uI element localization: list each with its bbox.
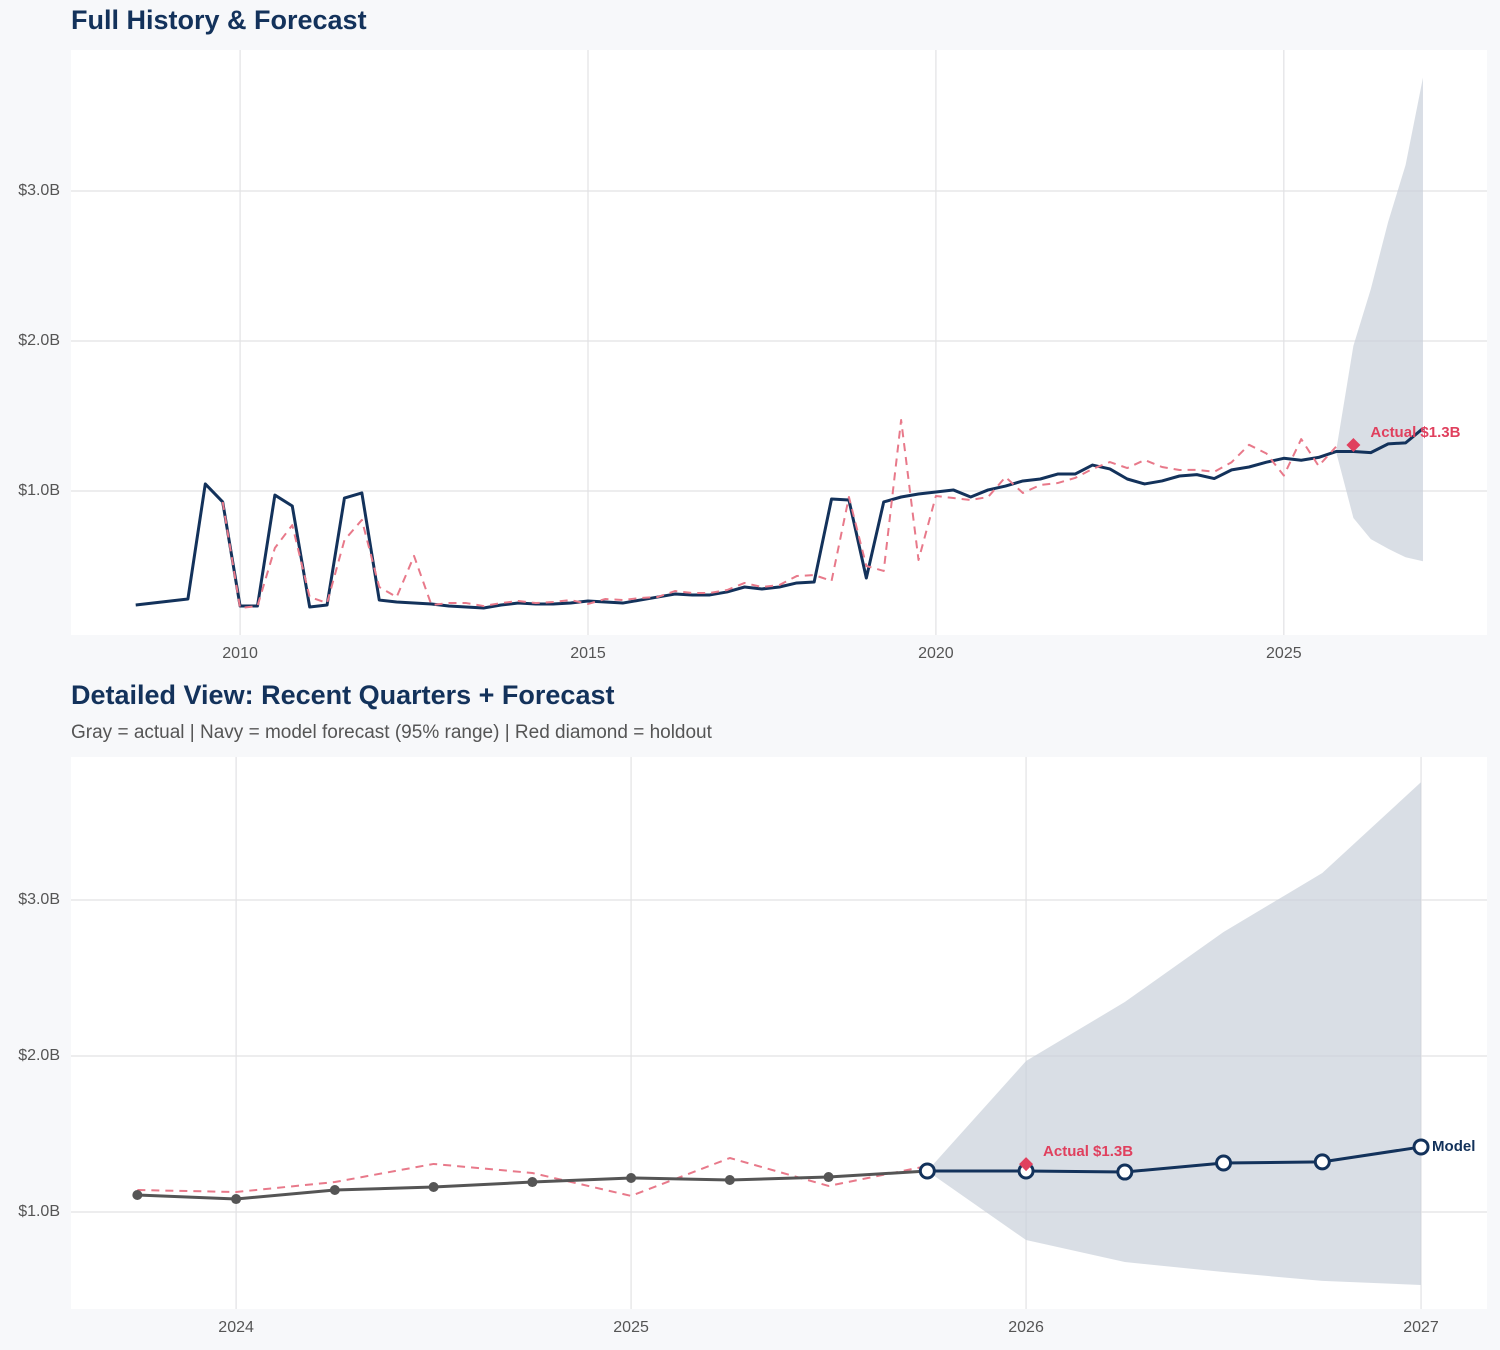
data-point — [231, 1194, 242, 1205]
y-tick-label: $2.0B — [18, 332, 60, 349]
x-tick-label: 2026 — [1008, 1319, 1044, 1336]
holdout-marker — [1019, 1157, 1034, 1172]
data-point — [428, 1182, 439, 1193]
data-point — [1412, 1138, 1430, 1156]
data-point — [132, 1189, 143, 1200]
plot-area — [71, 50, 1487, 635]
data-point — [724, 1175, 735, 1186]
x-tick-label: 2015 — [570, 645, 606, 662]
chart-title: Full History & Forecast — [71, 5, 367, 35]
holdout-marker — [1346, 437, 1361, 452]
y-tick-label: $1.0B — [18, 1203, 60, 1220]
data-point — [1313, 1153, 1331, 1171]
chart-subtitle: Gray = actual | Navy = model forecast (9… — [71, 722, 713, 743]
y-tick-label: $1.0B — [18, 482, 60, 499]
x-tick-label: 2025 — [613, 1319, 649, 1336]
y-tick-label: $3.0B — [18, 182, 60, 199]
series-line — [927, 1145, 1422, 1174]
y-tick-label: $3.0B — [18, 891, 60, 908]
forecast-band — [927, 782, 1422, 1285]
chart-title: Detailed View: Recent Quarters + Forecas… — [71, 680, 614, 710]
data-point — [626, 1172, 637, 1183]
data-point — [1116, 1163, 1134, 1181]
series-line — [221, 419, 1337, 609]
end-label: Model — [1432, 1138, 1475, 1155]
holdout-label: Actual $1.3B — [1043, 1143, 1133, 1160]
data-point — [823, 1172, 834, 1183]
data-point — [329, 1184, 340, 1195]
y-tick-label: $2.0B — [18, 1047, 60, 1064]
data-point — [918, 1162, 936, 1180]
data-point — [1215, 1154, 1233, 1172]
x-tick-label: 2027 — [1403, 1319, 1439, 1336]
x-tick-label: 2025 — [1266, 645, 1302, 662]
series-line — [135, 427, 1424, 610]
x-tick-label: 2020 — [918, 645, 954, 662]
x-tick-label: 2024 — [218, 1319, 254, 1336]
forecast-band — [1336, 77, 1423, 562]
x-tick-label: 2010 — [222, 645, 258, 662]
data-point — [527, 1177, 538, 1188]
holdout-label: Actual $1.3B — [1370, 424, 1460, 441]
